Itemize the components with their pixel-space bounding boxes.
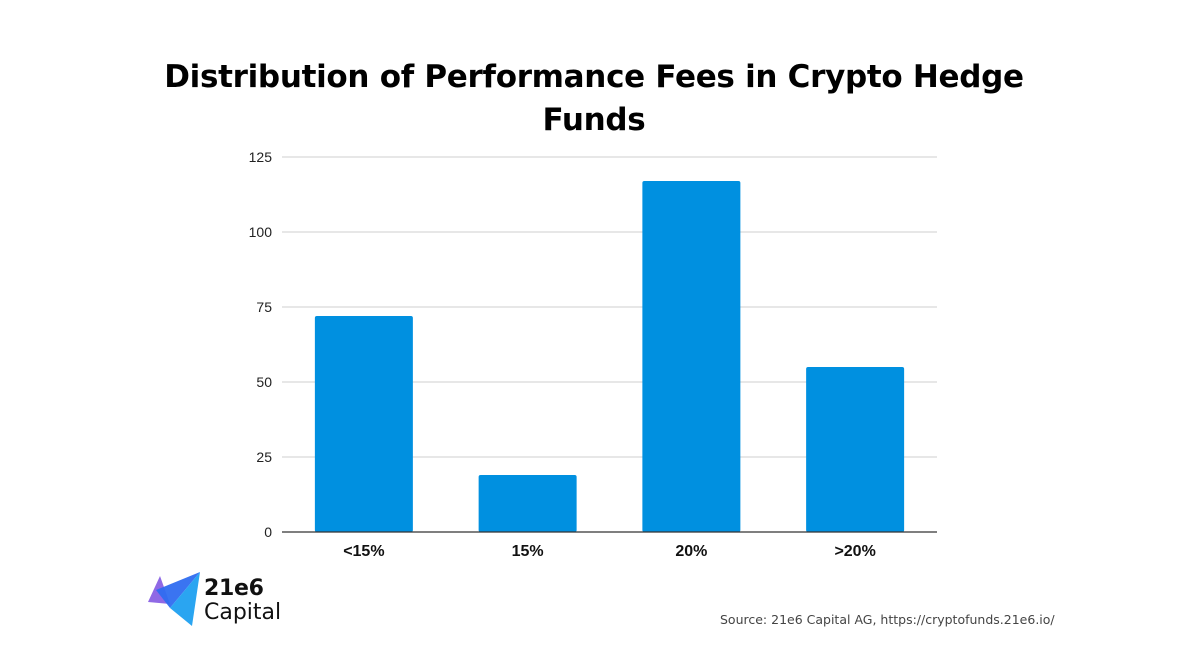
- y-tick-label: 25: [256, 449, 272, 465]
- chart-title: Distribution of Performance Fees in Cryp…: [0, 56, 1188, 142]
- x-tick-label: >20%: [834, 543, 875, 560]
- chart-title-line-2: Funds: [542, 102, 646, 138]
- tick-labels: 0 25 50 75 100 125 <15% 15% 20% >20%: [249, 149, 876, 560]
- bar: [806, 367, 905, 532]
- x-tick-label: 20%: [675, 543, 707, 560]
- logo-text-capital: Capital: [204, 600, 282, 625]
- bar: [478, 475, 577, 532]
- x-tick-label: <15%: [343, 543, 384, 560]
- y-tick-label: 125: [249, 149, 273, 165]
- y-tick-label: 0: [264, 524, 272, 540]
- bars: [314, 181, 905, 532]
- logo-text-21e6: 21e6: [204, 576, 264, 601]
- source-note: Source: 21e6 Capital AG, https://cryptof…: [720, 612, 1055, 627]
- logo-mark-icon: [148, 572, 200, 626]
- bar: [642, 181, 741, 532]
- bar: [314, 316, 413, 532]
- y-tick-label: 50: [256, 374, 272, 390]
- chart-title-line-1: Distribution of Performance Fees in Cryp…: [164, 59, 1024, 95]
- y-tick-label: 75: [256, 299, 272, 315]
- y-tick-label: 100: [249, 224, 273, 240]
- x-tick-label: 15%: [512, 543, 544, 560]
- company-logo: 21e6 Capital: [146, 572, 296, 632]
